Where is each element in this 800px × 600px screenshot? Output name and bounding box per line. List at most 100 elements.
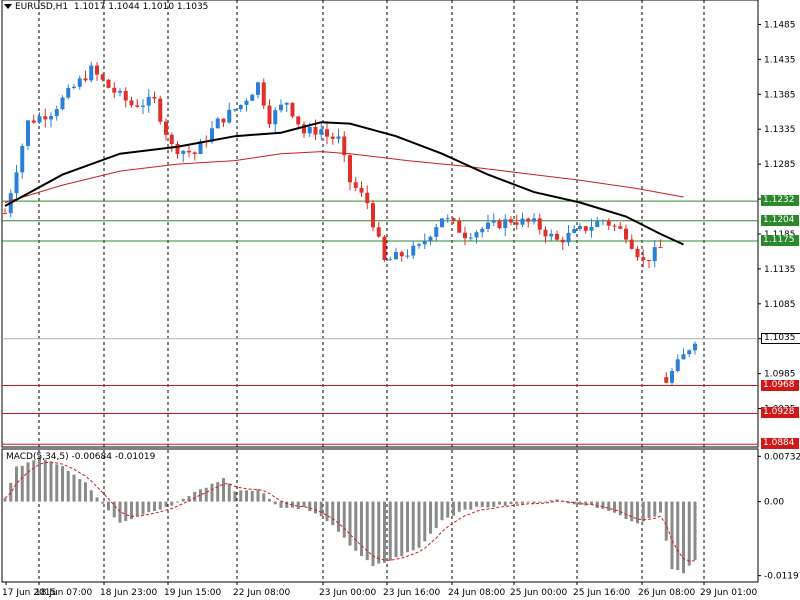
macd-header: MACD(5,34,5) -0.00684 -0.01019 — [6, 452, 155, 462]
candle-body — [503, 219, 508, 229]
candle-body — [43, 116, 48, 120]
candle-body — [595, 221, 600, 227]
candle-body — [60, 97, 65, 110]
macd-bar — [204, 487, 208, 502]
candle-body — [422, 241, 427, 245]
macd-bar — [567, 501, 570, 504]
macd-bar — [509, 501, 513, 505]
candle-body — [497, 220, 502, 229]
candle-body — [480, 228, 485, 233]
macd-bar — [296, 501, 300, 509]
macd-bar — [682, 501, 685, 574]
macd-bar — [417, 501, 421, 548]
macd-bar — [279, 501, 283, 508]
macd-bar — [112, 501, 116, 518]
macd-bar — [446, 501, 450, 518]
candle-body — [123, 90, 128, 101]
candle-body — [89, 65, 94, 81]
candle-body — [382, 236, 387, 260]
candle-body — [313, 127, 318, 135]
candle-body — [319, 129, 324, 135]
macd-bar — [135, 501, 139, 516]
x-tick-label: 18 Jun 07:00 — [35, 588, 92, 598]
candle-body — [227, 109, 232, 123]
candle-body — [256, 82, 260, 95]
macd-bar — [158, 501, 162, 510]
macd-bar — [411, 501, 415, 551]
candle-body — [560, 239, 565, 243]
x-tick-label: 18 Jun 23:00 — [100, 588, 157, 598]
candle-body — [54, 109, 59, 116]
macd-bar — [423, 501, 427, 542]
candle-body — [376, 227, 381, 237]
macd-bar — [95, 497, 99, 502]
macd-bar — [630, 501, 634, 522]
macd-bar — [342, 501, 346, 538]
candle-body — [129, 100, 134, 106]
y-tick-label: 1.1385 — [764, 90, 796, 100]
candle-body — [578, 226, 582, 230]
macd-bar — [43, 459, 47, 502]
candle-body — [66, 87, 71, 98]
macd-bar — [693, 501, 697, 560]
macd-bar — [193, 491, 197, 502]
y-tick-label: 1.1085 — [764, 300, 796, 310]
candle-body — [267, 105, 272, 125]
candle-body — [175, 144, 180, 154]
macd-bar — [233, 491, 237, 502]
candle-body — [83, 78, 88, 81]
macd-bar — [515, 501, 519, 504]
ma-slow-line — [4, 151, 684, 203]
candle-body — [445, 218, 450, 220]
macd-bar — [141, 501, 145, 515]
x-tick-label: 25 Jun 16:00 — [573, 588, 630, 598]
macd-values: -0.00684 -0.01019 — [71, 452, 156, 462]
macd-bar — [262, 493, 266, 502]
candle-body — [417, 244, 421, 246]
macd-bar — [210, 483, 214, 502]
candle-body — [181, 150, 186, 154]
macd-bar — [429, 501, 432, 534]
macd-bar — [365, 501, 369, 561]
candle-body — [192, 152, 197, 155]
candle-body — [146, 96, 151, 106]
candle-body — [307, 127, 312, 134]
macd-bar — [394, 501, 398, 558]
candle-body — [244, 100, 249, 105]
macd-bar — [55, 464, 59, 502]
macd-bar — [32, 460, 36, 502]
candle-body — [664, 377, 669, 383]
candle-body — [348, 155, 352, 183]
macd-bar — [406, 501, 409, 553]
x-tick-label: 17 Jun 2015 — [2, 588, 56, 598]
candle-body — [434, 227, 439, 237]
macd-bar — [61, 466, 64, 502]
candle-body — [474, 232, 479, 238]
x-tick-label: 22 Jun 08:00 — [233, 588, 290, 598]
candle-body — [187, 150, 191, 153]
candle-body — [296, 116, 301, 125]
price-tag: 1.0884 — [761, 438, 799, 450]
dropdown-triangle-icon[interactable] — [4, 4, 12, 9]
candle-body — [468, 237, 473, 239]
macd-bar — [84, 482, 87, 502]
candle-body — [233, 109, 237, 111]
candle-body — [612, 225, 617, 227]
candle-body — [537, 218, 542, 230]
macd-bar — [78, 479, 82, 502]
price-tag: 1.0928 — [761, 407, 799, 419]
macd-bar — [555, 499, 559, 502]
macd-bar — [354, 501, 358, 551]
macd-bar — [498, 501, 501, 505]
macd-bar — [452, 501, 455, 516]
macd-bar — [348, 501, 352, 546]
macd-bar — [549, 500, 553, 502]
macd-y-tick-label: 0.00 — [764, 498, 784, 508]
macd-bar — [15, 466, 18, 502]
macd-bar — [503, 501, 507, 506]
candle-body — [106, 79, 111, 88]
macd-bar — [124, 501, 128, 521]
candle-body — [388, 259, 393, 261]
candle-body — [606, 220, 611, 226]
